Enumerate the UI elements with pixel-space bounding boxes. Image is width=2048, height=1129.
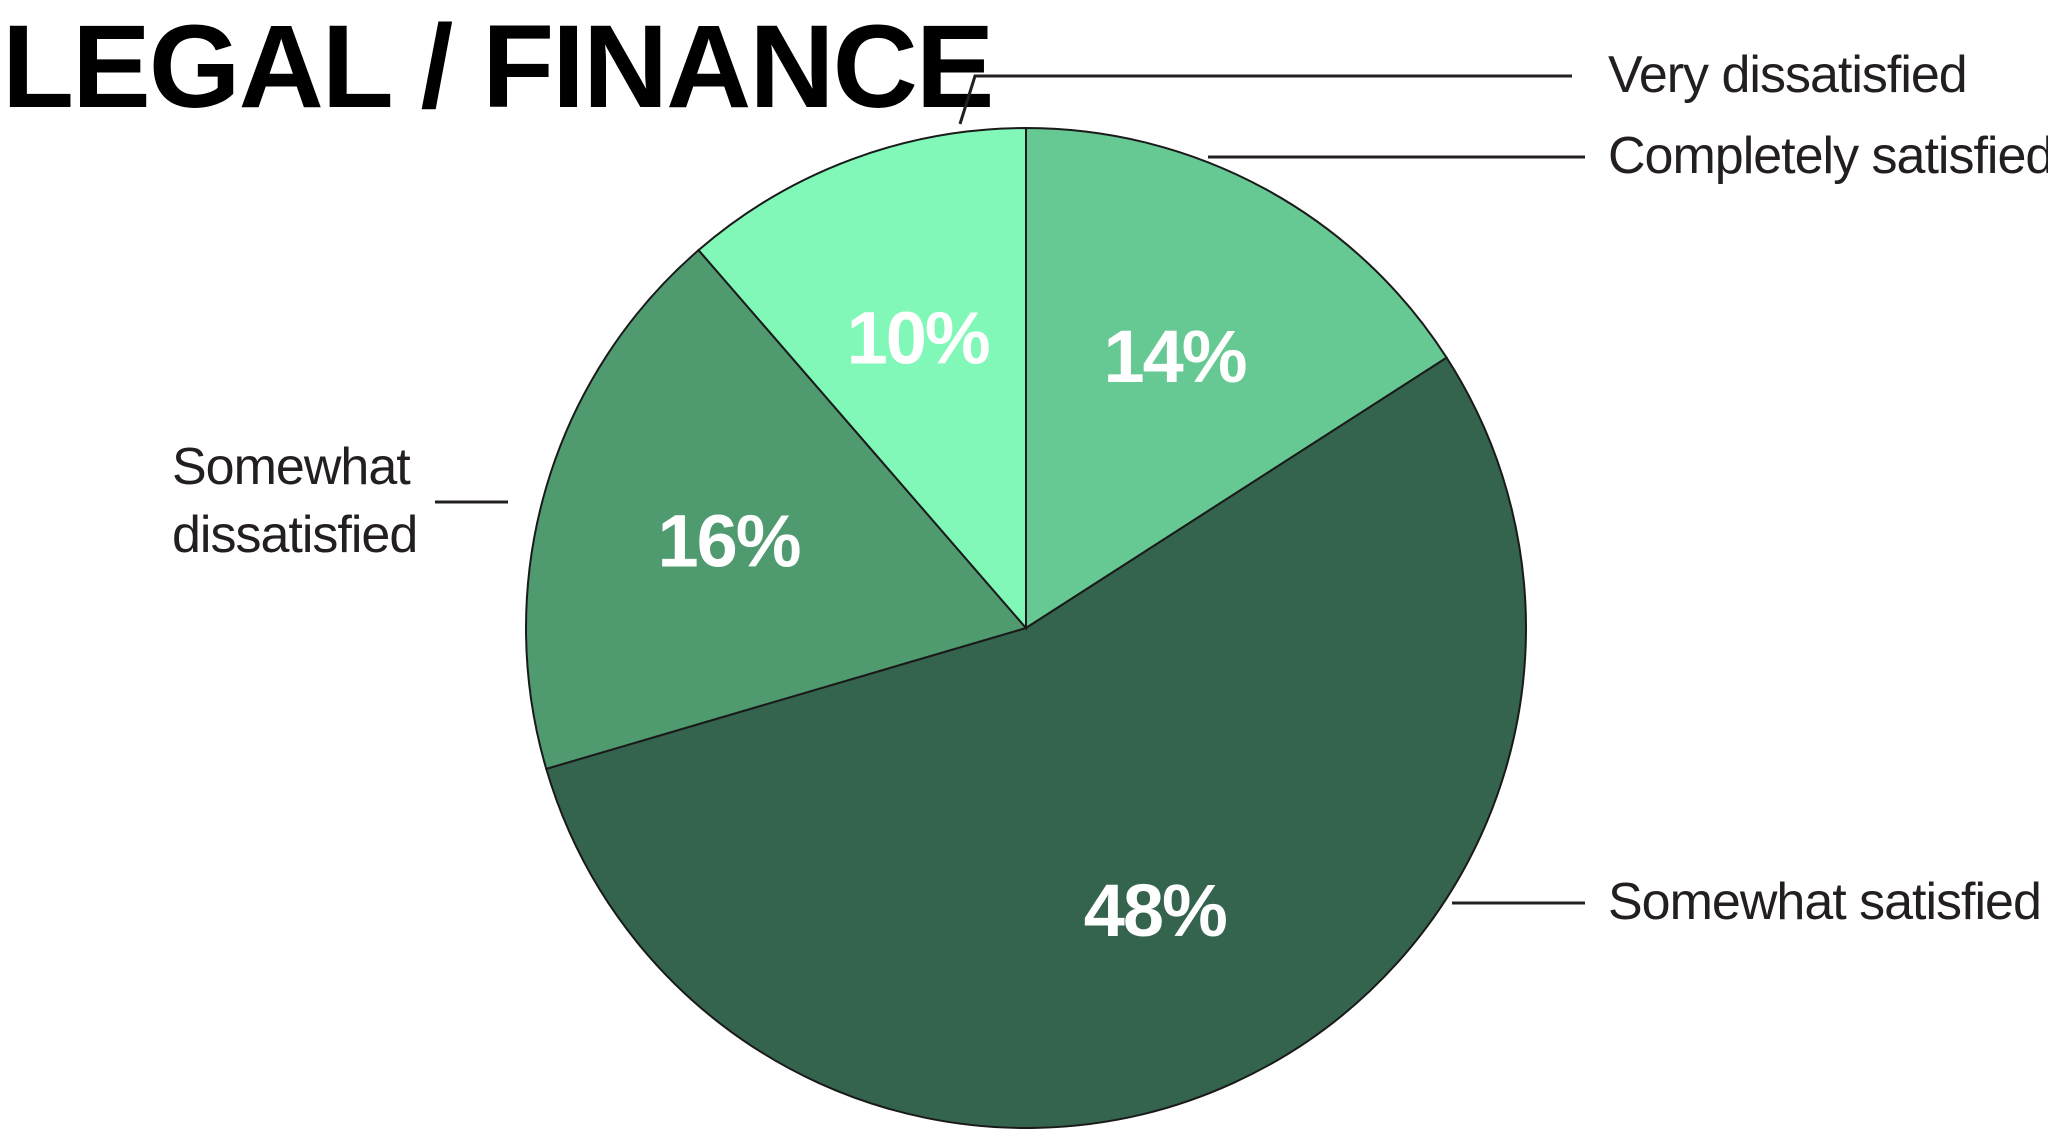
slice-label-somewhat-dissatisfied: 16% <box>658 500 800 583</box>
slice-somewhat-satisfied <box>545 356 1527 1129</box>
leader-lines <box>435 74 1585 905</box>
category-label-completely-satisfied: Completely satisfied <box>1608 127 2048 185</box>
category-label-somewhat-satisfied: Somewhat satisfied <box>1608 873 2041 931</box>
slice-label-completely-satisfied: 14% <box>1104 315 1246 398</box>
slice-very-dissatisfied <box>697 126 1027 631</box>
category-label-somewhat-dissatisfied: Somewhat dissatisfied <box>172 438 417 564</box>
slice-label-very-dissatisfied: 10% <box>847 297 989 380</box>
chart-title: LEGAL / FINANCE <box>2 1 993 133</box>
slice-label-somewhat-satisfied: 48% <box>1084 869 1226 952</box>
slice-completely-satisfied <box>1025 126 1449 630</box>
slice-somewhat-dissatisfied <box>525 248 1028 771</box>
category-labels: Completely satisfied Somewhat satisfied So… <box>172 46 2048 931</box>
slice-value-labels: 14% 48% 16% 10% <box>658 297 1248 952</box>
leader-line-very-dissatisfied <box>958 74 1572 125</box>
category-label-very-dissatisfied: Very dissatisfied <box>1608 46 1967 104</box>
pie-slices <box>525 126 1527 1129</box>
